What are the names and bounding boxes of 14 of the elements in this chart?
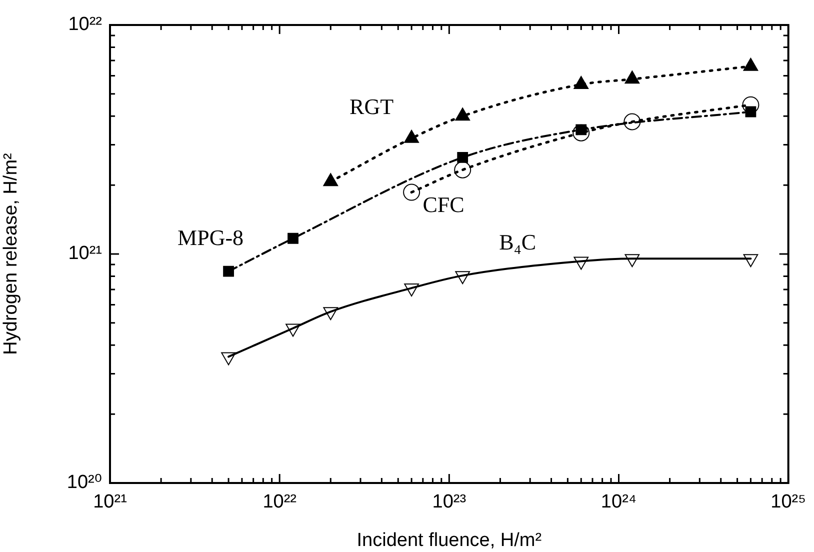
x-tick-label: 10²¹ (93, 492, 127, 513)
y-tick-label: 10²¹ (68, 243, 102, 264)
x-tick-label: 10²⁴ (600, 492, 637, 513)
series-label: RGT (350, 94, 394, 120)
x-tick-label: 10²² (262, 492, 296, 513)
y-tick-label: 10²² (68, 14, 102, 36)
x-tick-label: 10²⁵ (770, 492, 806, 513)
series-label: B₄C (499, 229, 536, 254)
series-label: MPG-8 (178, 225, 244, 250)
x-tick-label: 10²³ (432, 492, 466, 513)
y-axis-title: Hydrogen release, H/m² (0, 153, 22, 355)
x-axis-title: Incident fluence, H/m² (356, 530, 542, 551)
y-tick-label: 10²⁰ (66, 472, 102, 494)
series-label: CFC (422, 192, 464, 218)
